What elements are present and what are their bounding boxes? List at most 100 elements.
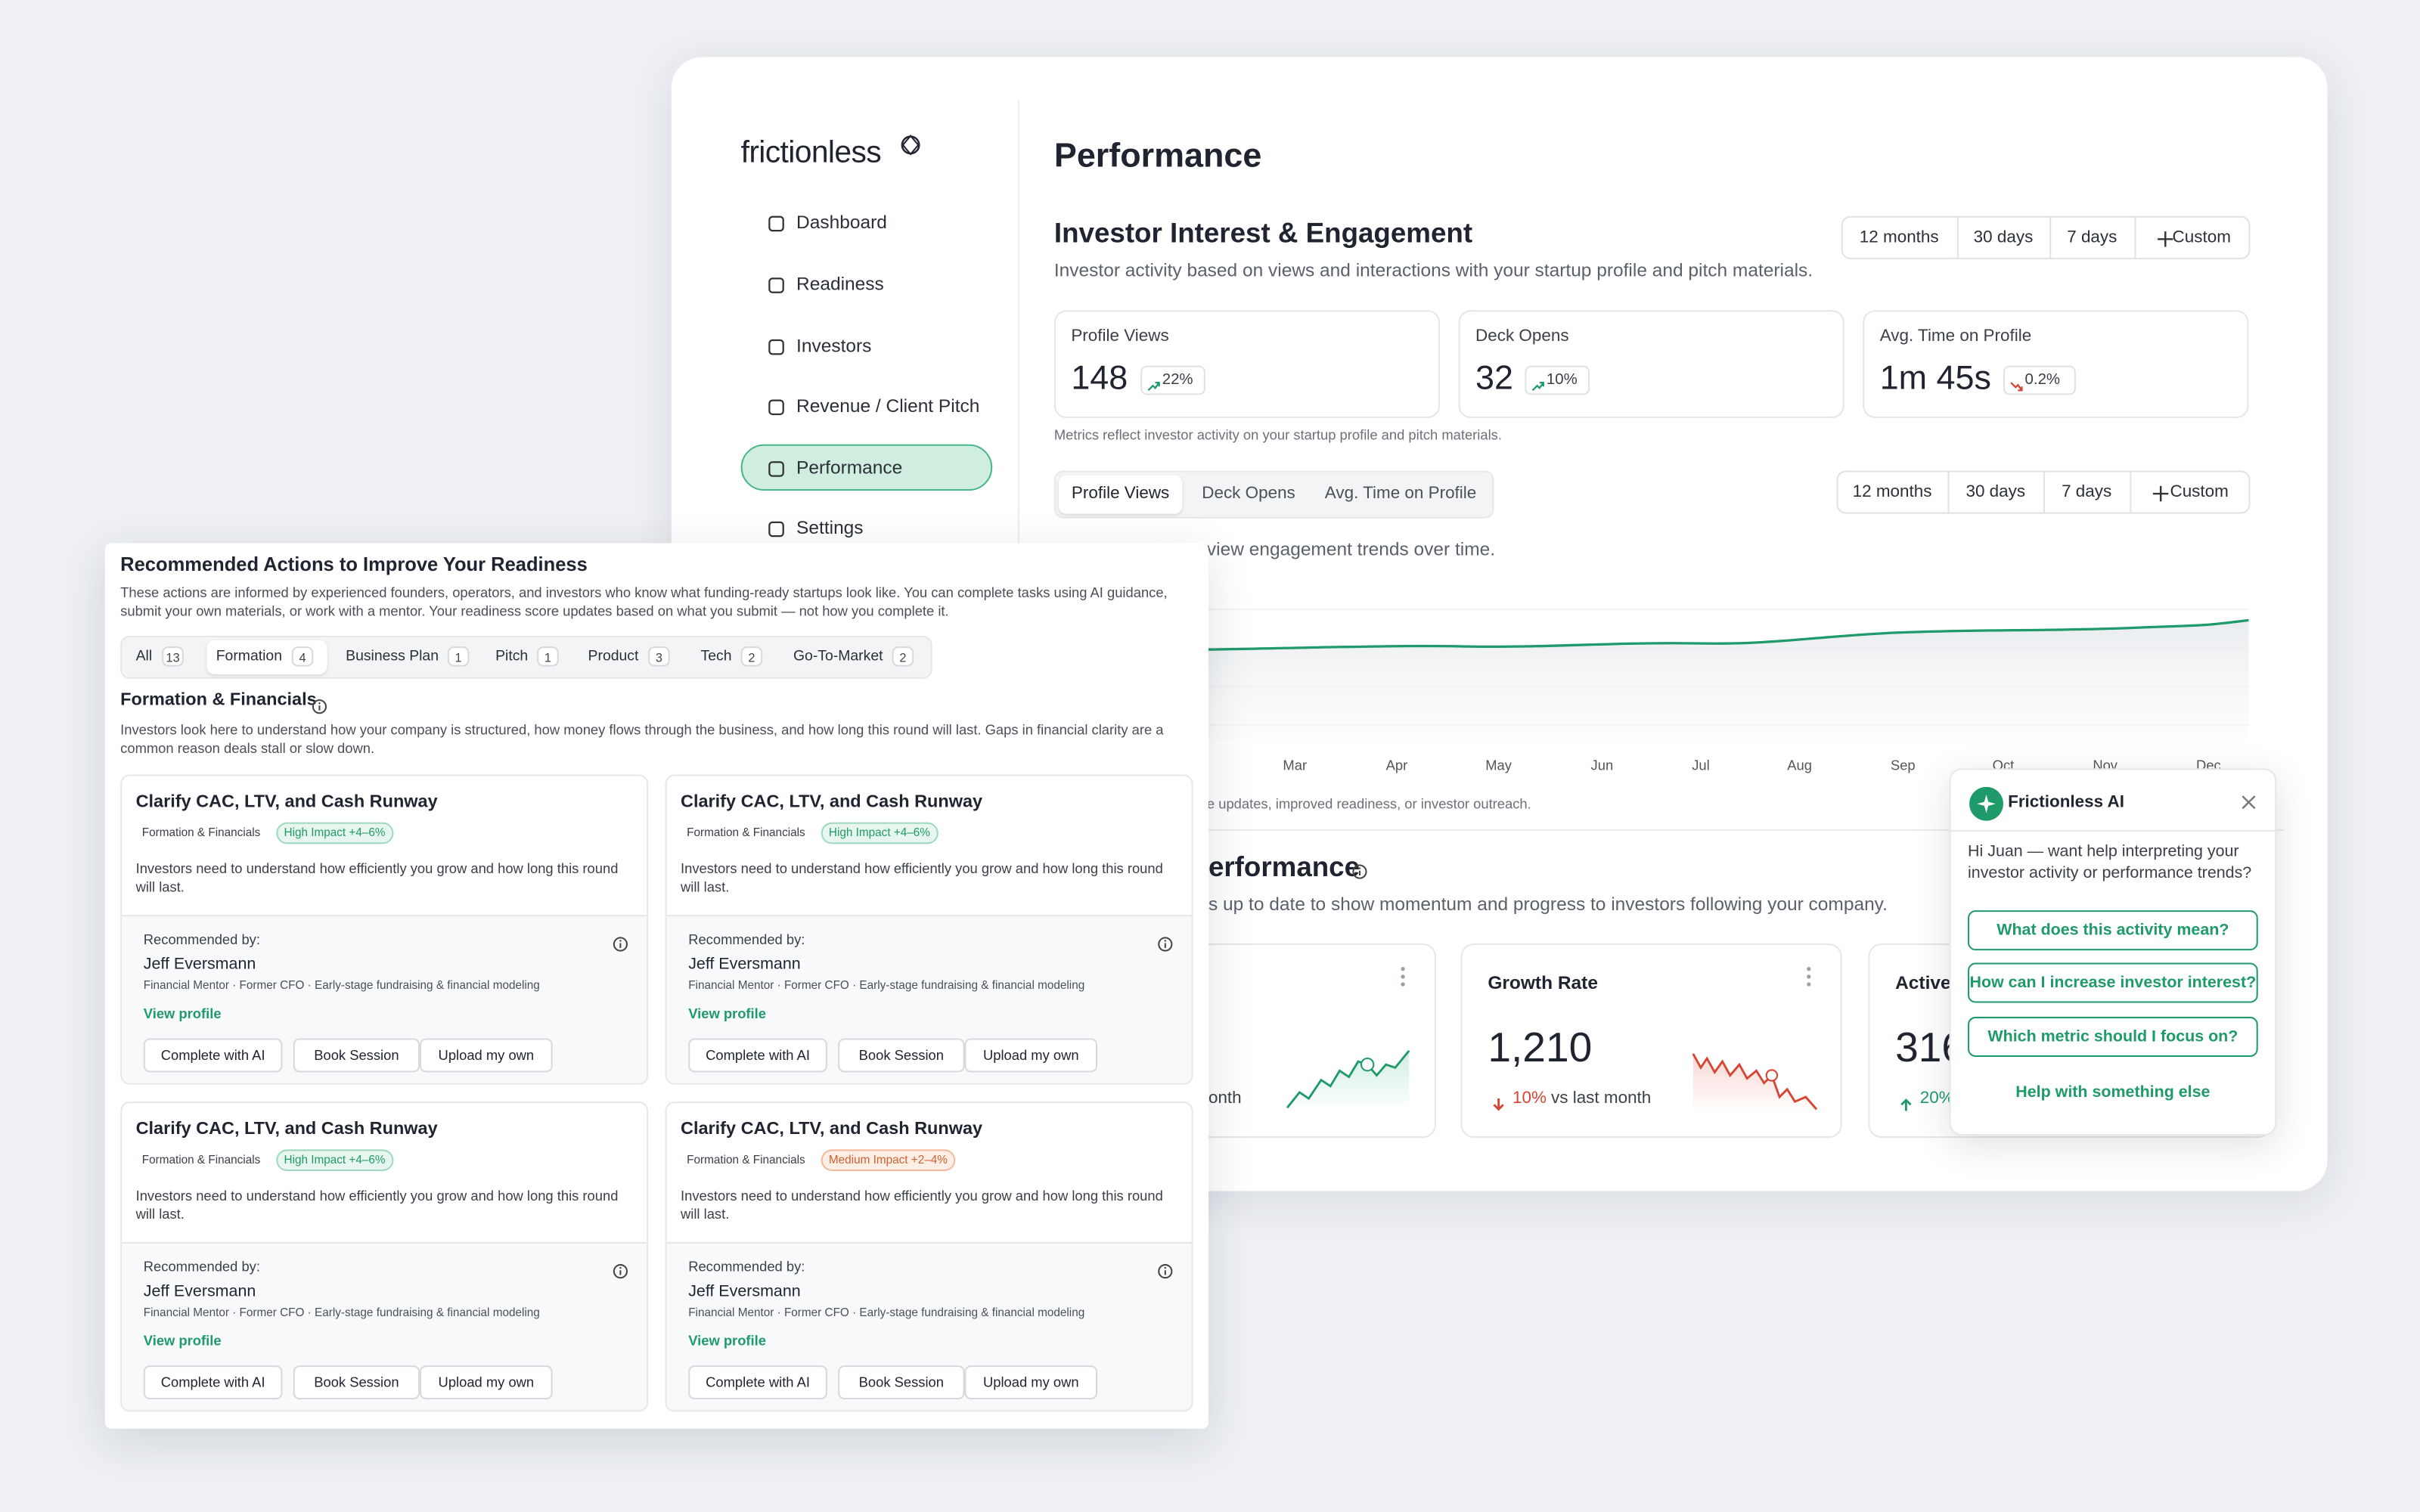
range-option[interactable]: 30 days	[1965, 482, 2026, 502]
metric-value: 1m 45s	[1879, 358, 1991, 397]
suggestion-button[interactable]: How can I increase investor interest?	[1968, 962, 2258, 1003]
category-tab[interactable]: Product 3	[579, 640, 685, 674]
category-tab[interactable]: Business Plan 1	[337, 640, 480, 674]
metrics-note: Metrics reflect investor activity on you…	[1053, 426, 1502, 442]
nav-item[interactable]: Investors	[796, 334, 872, 357]
trend-arrow	[1491, 1092, 1506, 1111]
action-card: Clarify CAC, LTV, and Cash Runway Formati…	[120, 1101, 649, 1412]
assistant-panel: Frictionless AI Hi Juan — want help inter…	[1949, 768, 2277, 1136]
divider	[1950, 829, 2276, 832]
card-body: Investors need to understand how efficie…	[680, 860, 1163, 895]
suggestion-button[interactable]: What does this activity mean?	[1968, 910, 2258, 951]
card-title: Clarify CAC, LTV, and Cash Runway	[135, 1120, 438, 1139]
recommended-by: Recommended by:	[688, 1258, 805, 1274]
kpi-compare: vs last month	[1551, 1089, 1652, 1109]
x-tick-label: Apr	[1385, 758, 1408, 773]
category-tab[interactable]: Tech 2	[691, 640, 777, 674]
range-option[interactable]: 30 days	[1973, 228, 2034, 247]
nav-item[interactable]: Revenue / Client Pitch	[796, 395, 980, 417]
metric-value: 148	[1071, 358, 1128, 397]
range-option[interactable]: 12 months	[1852, 482, 1932, 502]
action-button[interactable]: Upload my own	[964, 1365, 1098, 1400]
change-value: 10%	[1546, 371, 1578, 389]
action-button[interactable]: Book Session	[293, 1038, 420, 1073]
category-tab[interactable]: Pitch 1	[486, 640, 572, 674]
category-tag: Formation & Financials	[141, 1152, 261, 1167]
nav-item[interactable]: Performance	[796, 456, 903, 479]
range-option[interactable]: 7 days	[2067, 228, 2118, 247]
section-title: Investor Interest & Engagement	[1053, 218, 1473, 249]
range-divider	[2043, 470, 2046, 514]
action-button[interactable]: Book Session	[838, 1365, 965, 1400]
card-body: Investors need to understand how efficie…	[680, 1188, 1163, 1222]
nav-item[interactable]: Settings	[796, 516, 864, 538]
action-button[interactable]: Upload my own	[964, 1038, 1098, 1073]
assistant-title: Frictionless AI	[2008, 793, 2124, 813]
kpi-compare: onth	[1208, 1089, 1242, 1109]
action-button[interactable]: Book Session	[838, 1038, 965, 1073]
action-button[interactable]: Complete with AI	[143, 1365, 283, 1400]
tab-count: 2	[892, 646, 914, 667]
section-subtitle: Investor activity based on views and int…	[1053, 259, 1813, 281]
logo: frictionless	[740, 135, 882, 170]
change-badge	[1525, 365, 1590, 395]
action-button[interactable]: Book Session	[293, 1365, 420, 1400]
tab-count: 4	[291, 646, 314, 667]
chart-caption: view engagement trends over time.	[1206, 538, 1496, 560]
action-button[interactable]: Upload my own	[420, 1365, 553, 1400]
range-divider	[2134, 215, 2136, 259]
range-option[interactable]: Custom	[2172, 228, 2231, 247]
assistant-icon	[1969, 786, 2003, 821]
profile-link[interactable]: View profile	[143, 1005, 222, 1021]
metric-label: Deck Opens	[1475, 327, 1569, 346]
tab-count: 2	[740, 646, 763, 667]
action-button[interactable]: Upload my own	[420, 1038, 553, 1073]
tab-label: Go-To-Market	[793, 648, 883, 665]
profile-link[interactable]: View profile	[688, 1332, 766, 1348]
range-option[interactable]: 12 months	[1859, 228, 1939, 247]
tab-count: 1	[447, 646, 470, 667]
metric-card	[1863, 310, 2249, 419]
impact-tag: High Impact +4–6%	[821, 822, 939, 844]
plus-icon	[2156, 228, 2174, 247]
x-tick-label: May	[1485, 758, 1512, 773]
subsection-description: Investors look here to understand how yo…	[120, 722, 1164, 756]
mentor-name: Jeff Eversmann	[688, 1281, 801, 1300]
category-tag: Formation & Financials	[687, 825, 805, 840]
info-icon	[312, 694, 327, 714]
category-tab[interactable]: All 13	[126, 640, 200, 674]
kpi-label: Growth Rate	[1488, 971, 1598, 993]
action-button[interactable]: Complete with AI	[688, 1365, 827, 1400]
chart-footnote: e updates, improved readiness, or invest…	[1206, 795, 1531, 811]
chart-tab[interactable]: Deck Opens	[1202, 484, 1295, 503]
nav-item[interactable]: Readiness	[796, 272, 884, 295]
action-button[interactable]: Complete with AI	[143, 1038, 283, 1073]
impact-tag: Medium Impact +2–4%	[821, 1149, 956, 1171]
mentor-name: Jeff Eversmann	[143, 1281, 256, 1300]
chart-tab[interactable]: Avg. Time on Profile	[1324, 484, 1477, 503]
category-tab[interactable]: Go-To-Market 2	[784, 640, 926, 674]
chart-tab[interactable]: Profile Views	[1058, 475, 1183, 514]
tab-count: 13	[162, 646, 184, 667]
profile-link[interactable]: View profile	[143, 1332, 222, 1348]
trend-arrow	[1898, 1092, 1913, 1111]
suggestion-button[interactable]: Which metric should I focus on?	[1968, 1016, 2258, 1057]
card-title: Clarify CAC, LTV, and Cash Runway	[135, 793, 438, 812]
range-option[interactable]: 7 days	[2062, 482, 2112, 502]
info-icon	[1352, 860, 1367, 879]
recommended-by: Recommended by:	[143, 931, 260, 947]
action-button[interactable]: Complete with AI	[688, 1038, 827, 1073]
trend-arrow	[2009, 373, 2023, 392]
profile-link[interactable]: View profile	[688, 1005, 766, 1021]
kpi-change: 20%	[1919, 1089, 1954, 1109]
panel-title: Recommended Actions to Improve Your Read…	[120, 553, 588, 575]
metric-card	[1053, 310, 1441, 419]
nav-active	[740, 444, 993, 491]
metric-label: Avg. Time on Profile	[1879, 327, 2032, 346]
category-tab[interactable]: Formation 4	[206, 640, 327, 674]
range-option[interactable]: Custom	[2170, 482, 2229, 502]
help-link[interactable]: Help with something else	[2015, 1083, 2211, 1102]
recommendations-panel: Recommended Actions to Improve Your Read…	[104, 543, 1208, 1429]
nav-item[interactable]: Dashboard	[796, 211, 887, 233]
